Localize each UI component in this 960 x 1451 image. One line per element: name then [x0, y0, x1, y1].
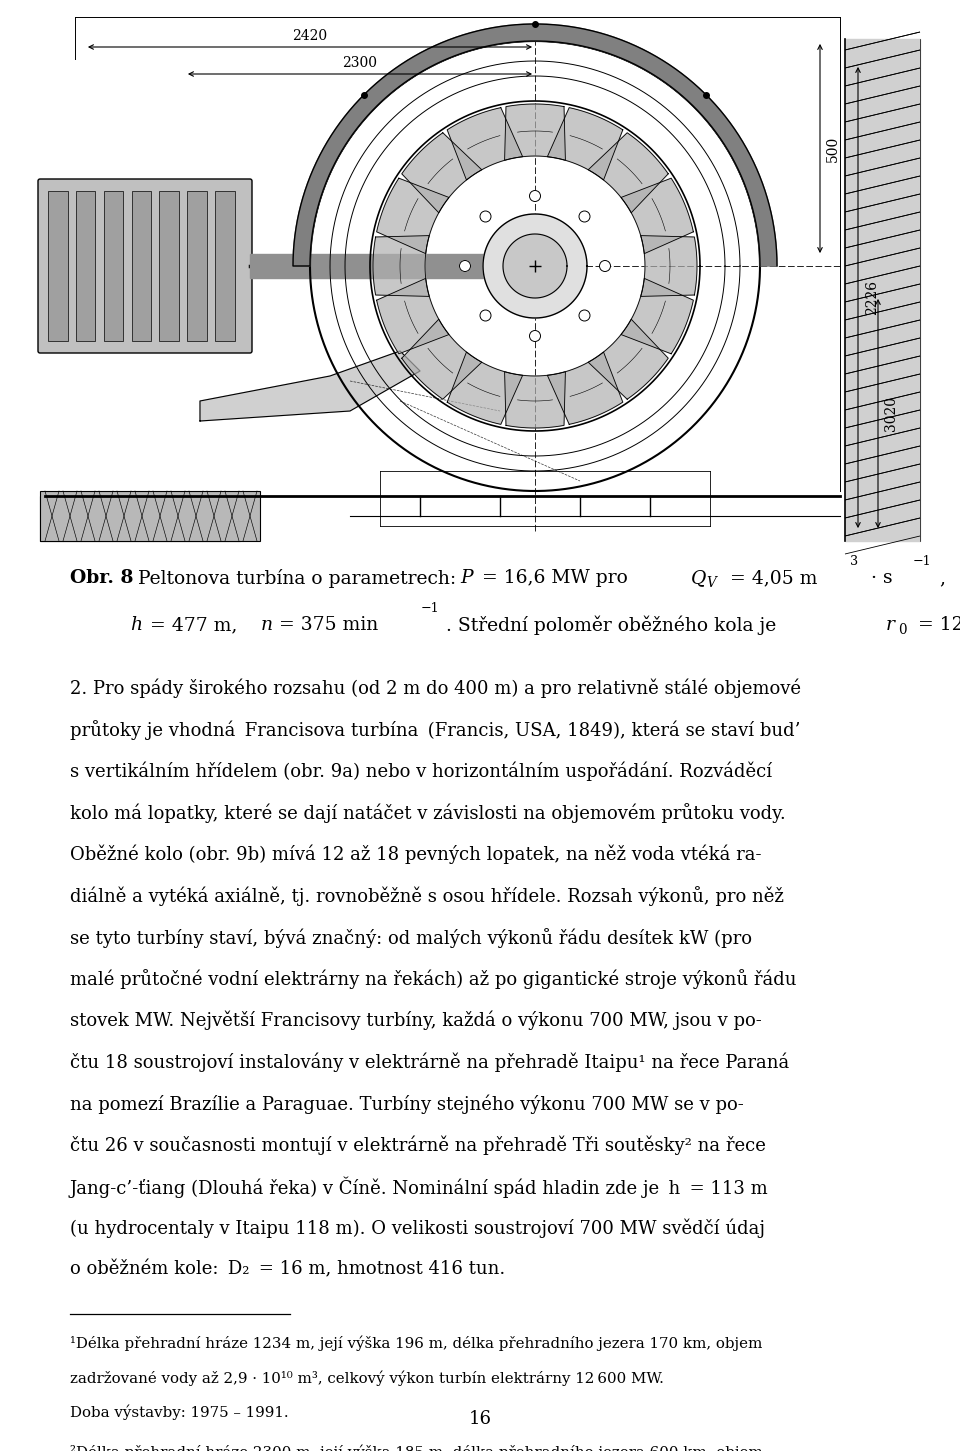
Polygon shape [621, 279, 693, 354]
Text: malé průtočné vodní elektrárny na řekách) až po gigantické stroje výkonů řádu: malé průtočné vodní elektrárny na řekách… [70, 969, 797, 990]
Text: 3020: 3020 [884, 396, 898, 431]
Polygon shape [483, 213, 587, 318]
Text: = 1200 mm: = 1200 mm [913, 617, 960, 634]
Bar [76, 192, 95, 341]
Text: · s: · s [865, 569, 893, 588]
Text: stovek MW. Největší Francisovy turbíny, každá o výkonu 700 MW, jsou v po-: stovek MW. Největší Francisovy turbíny, … [70, 1011, 761, 1030]
FancyBboxPatch shape [38, 178, 252, 353]
Polygon shape [640, 235, 697, 296]
Text: 2300: 2300 [343, 57, 377, 70]
Text: = 4,05 m: = 4,05 m [724, 569, 817, 588]
Text: V: V [706, 576, 716, 591]
Text: r: r [885, 617, 895, 634]
Text: = 16,6 MW pro: = 16,6 MW pro [475, 569, 634, 588]
Text: Doba výstavby: 1975 – 1991.: Doba výstavby: 1975 – 1991. [70, 1405, 289, 1421]
Text: Peltonova turbína o parametrech:: Peltonova turbína o parametrech: [132, 569, 462, 588]
Text: zadržované vody až 2,9 · 10¹⁰ m³, celkový výkon turbín elektrárny 12 600 MW.: zadržované vody až 2,9 · 10¹⁰ m³, celkov… [70, 1370, 664, 1386]
Text: . Střední poloměr oběžného kola je: . Střední poloměr oběžného kola je [446, 617, 782, 636]
Text: Q: Q [690, 569, 706, 588]
Text: n: n [260, 617, 273, 634]
Text: diálně a vytéká axiálně, tj. rovnoběžně s osou hřídele. Rozsah výkonů, pro něž: diálně a vytéká axiálně, tj. rovnoběžně … [70, 887, 784, 907]
Polygon shape [547, 107, 623, 180]
Text: 500: 500 [826, 135, 840, 161]
Text: kolo má lopatky, které se dají natáčet v závislosti na objemovém průtoku vody.: kolo má lopatky, které se dají natáčet v… [70, 804, 785, 824]
Bar [40, 496, 240, 541]
Text: s vertikálním hřídelem (obr. 9a) nebo v horizontálním uspořádání. Rozváděcí: s vertikálním hřídelem (obr. 9a) nebo v … [70, 762, 772, 782]
Bar [132, 192, 151, 341]
Circle shape [530, 190, 540, 202]
Polygon shape [621, 178, 693, 254]
Circle shape [530, 331, 540, 341]
Text: čtu 26 v současnosti montují v elektrárně na přehradě Tři soutěsky² na řece: čtu 26 v současnosti montují v elektrárn… [70, 1136, 766, 1155]
Text: Obr. 8: Obr. 8 [70, 569, 133, 588]
Text: −1: −1 [421, 602, 440, 615]
Text: ²Délka přehradní hráze 2300 m, její výška 185 m, délka přehradního jezera 600 km: ²Délka přehradní hráze 2300 m, její výšk… [70, 1444, 763, 1451]
Circle shape [599, 261, 611, 271]
Text: 3: 3 [851, 554, 858, 567]
Circle shape [579, 311, 590, 321]
Text: 2. Pro spády širokého rozsahu (od 2 m do 400 m) a pro relativně stálé objemové: 2. Pro spády širokého rozsahu (od 2 m do… [70, 679, 801, 698]
Text: = 375 min: = 375 min [274, 617, 379, 634]
Polygon shape [503, 234, 567, 297]
Text: ,: , [940, 569, 946, 588]
Text: h: h [130, 617, 142, 634]
Text: průtoky je vhodná  Francisova turbína  (Francis, USA, 1849), která se staví bud’: průtoky je vhodná Francisova turbína (Fr… [70, 721, 801, 740]
Text: (u hydrocentaly v Itaipu 118 m). O velikosti soustrojoví 700 MW svědčí údaj: (u hydrocentaly v Itaipu 118 m). O velik… [70, 1219, 765, 1238]
Text: se tyto turbíny staví, bývá značný: od malých výkonů řádu desítek kW (pro: se tyto turbíny staví, bývá značný: od m… [70, 929, 752, 948]
Text: 2420: 2420 [293, 29, 327, 44]
Bar [40, 490, 260, 541]
Polygon shape [376, 279, 449, 354]
Text: o oběžném kole:  D₂  = 16 m, hmotnost 416 tun.: o oběžném kole: D₂ = 16 m, hmotnost 416 … [70, 1259, 505, 1278]
Text: ¹Délka přehradní hráze 1234 m, její výška 196 m, délka přehradního jezera 170 km: ¹Délka přehradní hráze 1234 m, její výšk… [70, 1335, 762, 1351]
Circle shape [480, 311, 491, 321]
Polygon shape [293, 25, 777, 266]
Text: 2226: 2226 [865, 280, 879, 315]
Polygon shape [505, 371, 565, 428]
Polygon shape [588, 319, 668, 399]
Text: Jang-c’-ťiang (Dlouhá řeka) v Číně. Nominální spád hladin zde je  h  = 113 m: Jang-c’-ťiang (Dlouhá řeka) v Číně. Nomi… [70, 1177, 769, 1199]
Polygon shape [447, 353, 522, 424]
Polygon shape [447, 107, 522, 180]
Bar [104, 192, 123, 341]
Polygon shape [588, 133, 668, 213]
Polygon shape [200, 351, 420, 421]
Text: = 477 m,: = 477 m, [145, 617, 244, 634]
Text: na pomezí Brazílie a Paraguae. Turbíny stejného výkonu 700 MW se v po-: na pomezí Brazílie a Paraguae. Turbíny s… [70, 1094, 744, 1113]
Polygon shape [373, 235, 429, 296]
Circle shape [579, 210, 590, 222]
Polygon shape [376, 178, 449, 254]
Bar [187, 192, 206, 341]
Text: −1: −1 [913, 554, 931, 567]
Polygon shape [547, 353, 623, 424]
Text: 16: 16 [468, 1410, 492, 1428]
Circle shape [480, 210, 491, 222]
Circle shape [460, 261, 470, 271]
Bar [48, 192, 67, 341]
Text: P: P [460, 569, 472, 588]
Polygon shape [250, 254, 483, 279]
Polygon shape [402, 133, 482, 213]
Bar [159, 192, 179, 341]
Bar [215, 192, 234, 341]
Text: čtu 18 soustrojoví instalovány v elektrárně na přehradě Itaipu¹ na řece Paraná: čtu 18 soustrojoví instalovány v elektrá… [70, 1052, 789, 1072]
Polygon shape [845, 39, 920, 541]
Polygon shape [402, 319, 482, 399]
Text: Oběžné kolo (obr. 9b) mívá 12 až 18 pevných lopatek, na něž voda vtéká ra-: Oběžné kolo (obr. 9b) mívá 12 až 18 pevn… [70, 844, 761, 865]
Polygon shape [505, 104, 565, 160]
Text: 0: 0 [898, 622, 906, 637]
